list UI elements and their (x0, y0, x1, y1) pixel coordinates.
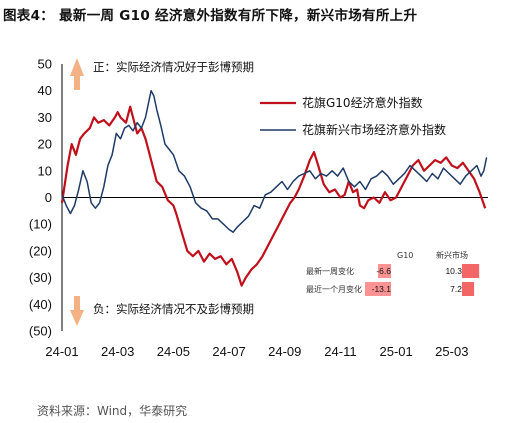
table-bar-g10 (378, 264, 391, 278)
negative-annotation: 负：实际经济情况不及彭博预期 (93, 302, 254, 316)
x-tick-label: 25-01 (379, 344, 412, 359)
x-tick-label: 25-03 (435, 344, 468, 359)
y-tick-label: (10) (29, 217, 52, 232)
negative-arrow-icon (70, 296, 84, 326)
y-tick-label: 50 (38, 57, 52, 72)
series-line-g10 (60, 105, 487, 287)
x-tick-label: 24-03 (101, 344, 134, 359)
y-tick-label: 0 (45, 190, 52, 205)
y-tick-label: (40) (29, 297, 52, 312)
y-tick-label: (30) (29, 270, 52, 285)
y-tick-label: 10 (38, 163, 52, 178)
table-row-label: 最新一周变化 (306, 266, 354, 276)
table-value-g10: -13.1 (372, 284, 392, 294)
table-bar-em (462, 264, 480, 278)
chart-title: 图表4： 最新一周 G10 经济意外指数有所下降，新兴市场有所上升 (3, 8, 418, 24)
table-value-em: 7.2 (450, 284, 462, 294)
x-axis: 24-01 24-03 24-05 24-07 24-09 24-11 25-01 25-03 (45, 344, 468, 359)
x-tick-label: 24-11 (324, 344, 356, 359)
legend: 花旗G10经济意外指数 花旗新兴市场经济意外指数 (260, 95, 446, 137)
x-tick-label: 24-01 (45, 344, 78, 359)
table-bar-g10 (365, 282, 391, 296)
positive-annotation: 正：实际经济情况好于彭博预期 (93, 60, 254, 74)
series-line-em (61, 89, 488, 233)
y-tick-label: 20 (38, 137, 52, 152)
change-table: G10 新兴市场 最新一周变化 -6.6 10.3 最近一个月变化 -13.1 7.2 (306, 250, 480, 296)
legend-label-em: 花旗新兴市场经济意外指数 (302, 122, 446, 137)
table-header-em: 新兴市场 (436, 250, 468, 260)
y-axis: 50 40 30 20 10 0 (10) (20) (30) (40) (50) (29, 57, 52, 339)
y-tick-label: 30 (38, 110, 52, 125)
series-layer (60, 89, 488, 287)
positive-arrow-icon (70, 58, 84, 90)
y-tick-label: (20) (29, 243, 52, 258)
table-value-g10: -6.6 (376, 266, 391, 276)
y-tick-label: 40 (38, 83, 52, 98)
x-tick-label: 24-07 (212, 344, 245, 359)
x-tick-label: 24-09 (268, 344, 301, 359)
table-row-label: 最近一个月变化 (306, 284, 362, 294)
legend-label-g10: 花旗G10经济意外指数 (302, 95, 423, 110)
source-note: 资料来源：Wind，华泰研究 (37, 404, 188, 418)
y-tick-label: (50) (29, 324, 52, 339)
table-value-em: 10.3 (445, 266, 462, 276)
table-bar-em (462, 282, 475, 296)
table-header-g10: G10 (397, 251, 413, 260)
x-tick-label: 24-05 (157, 344, 190, 359)
